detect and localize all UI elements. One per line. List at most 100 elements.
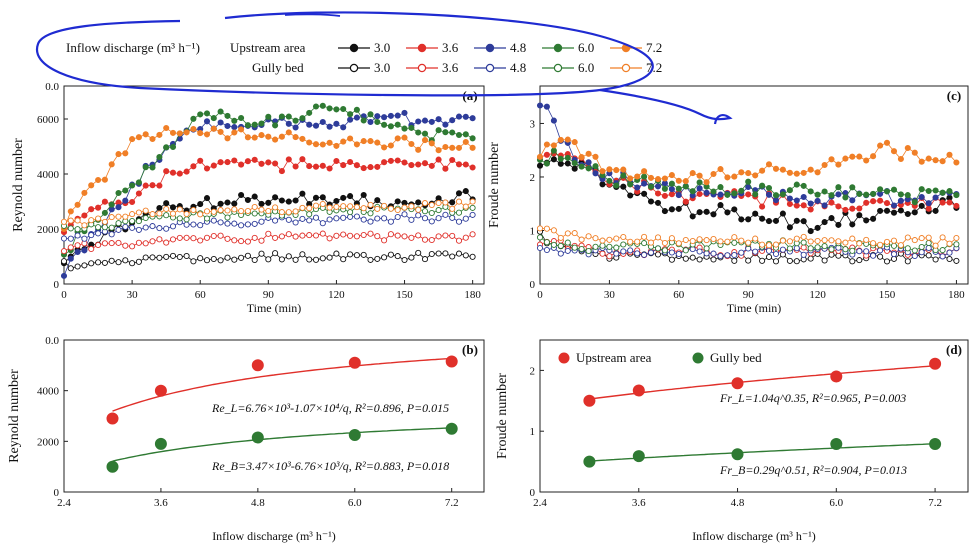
data-point xyxy=(946,255,953,263)
data-point xyxy=(292,208,299,215)
data-point xyxy=(856,212,863,219)
data-point xyxy=(793,202,800,209)
data-point xyxy=(641,168,648,175)
data-point xyxy=(939,158,946,165)
data-point xyxy=(842,239,849,246)
data-point xyxy=(265,133,272,140)
data-point xyxy=(435,147,442,154)
data-point xyxy=(800,169,807,176)
data-point xyxy=(842,246,849,253)
data-point xyxy=(469,253,476,260)
x-tick-label: 180 xyxy=(948,289,965,301)
data-point xyxy=(381,237,388,244)
data-point xyxy=(800,182,807,189)
data-point xyxy=(469,198,476,205)
data-point xyxy=(251,134,258,141)
data-point xyxy=(60,272,68,279)
data-point xyxy=(394,157,401,164)
data-point xyxy=(564,247,571,254)
data-point xyxy=(244,221,251,228)
data-point xyxy=(668,256,675,263)
data-point xyxy=(265,113,272,120)
data-point xyxy=(156,225,163,232)
y-tick-label: 0 xyxy=(54,487,60,499)
data-point xyxy=(442,143,449,151)
data-point xyxy=(807,166,814,173)
data-point xyxy=(578,236,585,243)
data-point xyxy=(682,198,689,205)
data-point xyxy=(745,257,752,264)
data-point xyxy=(210,217,217,224)
data-point xyxy=(682,236,689,244)
data-point xyxy=(835,161,842,168)
data-point xyxy=(849,221,856,228)
data-point xyxy=(585,165,592,172)
data-point xyxy=(231,129,238,136)
data-point xyxy=(786,200,793,208)
data-point xyxy=(835,221,842,228)
data-point xyxy=(613,182,620,189)
data-point xyxy=(135,218,142,225)
x-tick-label: 30 xyxy=(604,289,616,301)
data-point xyxy=(129,211,136,218)
data-point xyxy=(675,177,682,184)
data-point xyxy=(203,208,211,215)
data-point xyxy=(536,102,544,109)
data-point xyxy=(654,176,662,183)
data-point xyxy=(360,231,367,239)
data-point xyxy=(877,253,884,260)
data-point xyxy=(197,255,204,262)
data-point xyxy=(353,114,360,121)
data-point xyxy=(828,156,835,163)
data-point xyxy=(620,241,627,248)
data-point xyxy=(564,136,571,143)
data-point xyxy=(163,205,170,213)
data-point xyxy=(224,122,231,130)
legend-label: Upstream area xyxy=(576,350,652,365)
data-point xyxy=(251,121,258,128)
data-point xyxy=(455,113,463,120)
x-tick-label: 150 xyxy=(879,289,896,301)
data-point xyxy=(627,181,634,188)
data-point xyxy=(772,192,780,199)
data-point xyxy=(326,123,333,130)
data-point xyxy=(265,256,272,263)
x-tick-label: 6.0 xyxy=(348,497,362,509)
legend-marker xyxy=(349,63,359,73)
data-point xyxy=(306,256,313,263)
data-point xyxy=(856,240,863,247)
data-point xyxy=(238,114,245,122)
data-point xyxy=(830,438,843,450)
data-point xyxy=(455,198,463,205)
data-point xyxy=(292,256,299,263)
data-point xyxy=(918,193,925,201)
data-point xyxy=(142,240,149,247)
data-point xyxy=(911,199,918,206)
legend-entry-label: 3.0 xyxy=(374,60,390,75)
data-point xyxy=(828,246,835,253)
data-point xyxy=(613,167,620,174)
data-point xyxy=(883,207,891,214)
data-point xyxy=(932,242,939,249)
data-point xyxy=(786,257,793,264)
data-point xyxy=(387,205,394,212)
data-point xyxy=(904,144,911,152)
data-point xyxy=(176,206,183,213)
data-point xyxy=(428,201,435,209)
data-point xyxy=(67,217,74,224)
data-point xyxy=(224,214,231,221)
data-point xyxy=(724,252,731,259)
data-point xyxy=(634,250,641,257)
data-point xyxy=(890,186,898,193)
data-point xyxy=(731,239,738,246)
data-point xyxy=(190,206,197,214)
data-point xyxy=(717,252,724,260)
data-point xyxy=(675,250,682,258)
data-point xyxy=(210,255,217,263)
data-point xyxy=(176,215,183,222)
data-point xyxy=(696,256,703,263)
data-point xyxy=(731,448,744,461)
data-point xyxy=(340,231,347,238)
x-tick-label: 3.6 xyxy=(154,497,168,509)
data-point xyxy=(183,221,190,228)
